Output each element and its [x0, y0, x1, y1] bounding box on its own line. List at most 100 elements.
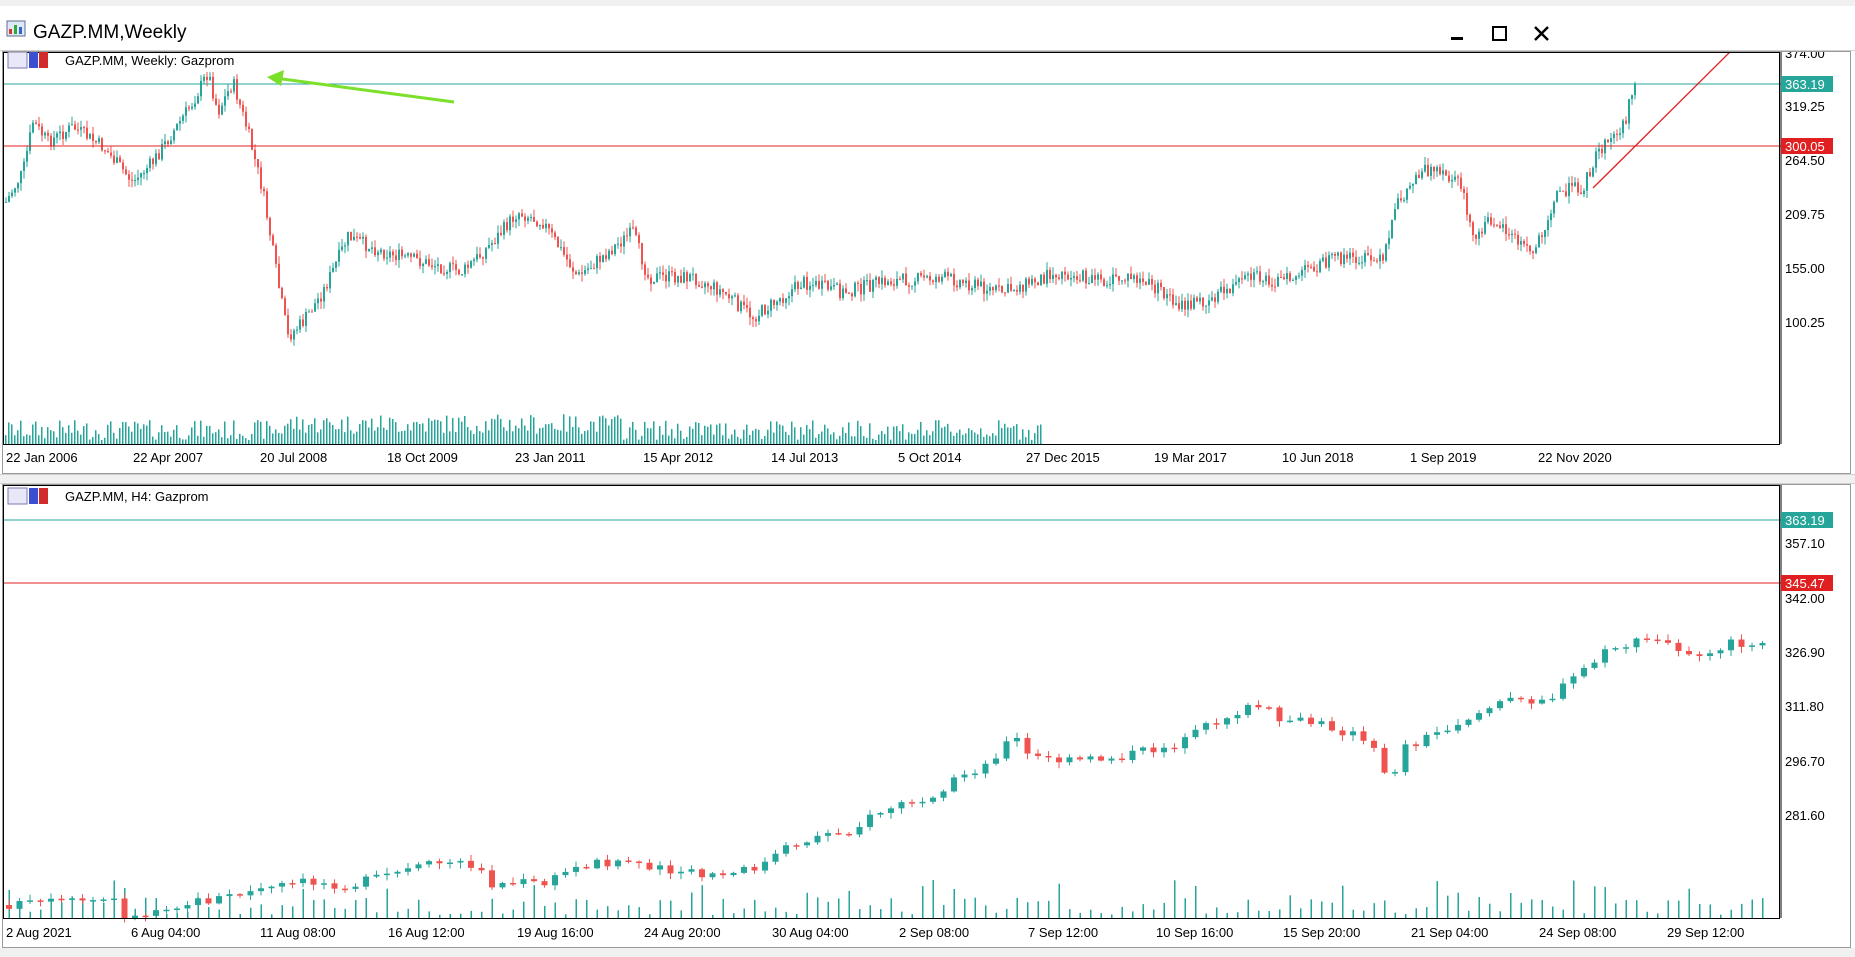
h4-candle-body [1497, 701, 1503, 709]
weekly-volume-bar [518, 428, 520, 444]
weekly-trend-line[interactable] [1592, 52, 1736, 189]
weekly-candle-body [1532, 251, 1534, 254]
h4-volume-bar [1300, 908, 1302, 918]
window-titlebar[interactable]: GAZP.MM,Weekly [0, 6, 1855, 51]
bottom-strip [0, 948, 1855, 957]
h4-volume-bar [859, 908, 861, 918]
h4-candle-body [783, 845, 789, 854]
weekly-volume-bar [665, 420, 667, 444]
h4-candle-body [1129, 750, 1136, 761]
h4-volume-bar [922, 886, 924, 918]
weekly-candle-body [1085, 270, 1087, 284]
weekly-volume-bar [146, 425, 148, 444]
h4-candle-body [1108, 758, 1115, 761]
weekly-volume-bar [68, 425, 70, 444]
weekly-candle-body [758, 315, 760, 322]
h4-volume-bar [1216, 907, 1218, 918]
weekly-candle-body [1211, 297, 1213, 301]
h4-candle-body [1581, 667, 1587, 677]
close-button[interactable] [1518, 14, 1566, 54]
weekly-candle-body [242, 104, 244, 112]
weekly-candle-body [1166, 294, 1168, 299]
weekly-candle-body [1577, 182, 1579, 193]
weekly-volume-bar [668, 435, 670, 444]
h4-candle-body [1308, 717, 1314, 725]
weekly-candle-body [1253, 272, 1255, 280]
weekly-candle-body [1403, 199, 1405, 201]
weekly-candle-body [743, 301, 745, 306]
h4-candle-body [720, 873, 726, 876]
weekly-candle-body [407, 253, 409, 256]
h4-candle-body [1444, 730, 1451, 733]
weekly-candle-body [275, 245, 277, 264]
weekly-candle-body [1262, 281, 1264, 283]
weekly-volume-bar [914, 433, 916, 444]
minimize-button[interactable] [1434, 14, 1482, 54]
weekly-candle-body [158, 153, 160, 160]
h4-volume-bar [932, 879, 934, 918]
h4-candle-body [1203, 723, 1209, 730]
weekly-volume-bar [746, 424, 748, 444]
weekly-chart-pane[interactable]: GAZP.MM, Weekly: Gazprom 374.00 319.25 2… [2, 51, 1851, 474]
weekly-volume-bar [770, 421, 772, 444]
h4-candle-body [751, 866, 758, 871]
weekly-candle-body [44, 132, 46, 136]
weekly-candle-body [230, 91, 232, 93]
weekly-candle-body [1304, 265, 1306, 270]
h4-volume-bar [1688, 888, 1690, 918]
pane-separator[interactable] [0, 474, 1855, 484]
weekly-candle-body [1181, 300, 1183, 310]
weekly-candle-body [74, 124, 76, 130]
weekly-volume-bar [719, 423, 721, 444]
weekly-candle-body [575, 271, 577, 275]
h4-time-label: 10 Sep 16:00 [1156, 925, 1233, 940]
weekly-volume-bar [506, 430, 508, 444]
weekly-candle-body [569, 259, 571, 268]
weekly-candle-body [638, 234, 640, 244]
weekly-candle-body [263, 188, 265, 192]
h4-candle-body [1003, 741, 1010, 759]
weekly-candle-body [1469, 214, 1471, 223]
weekly-volume-bar [392, 418, 394, 444]
h4-candle-body [541, 881, 548, 886]
h4-volume-bar [1174, 880, 1176, 918]
h4-volume-bar [491, 898, 493, 918]
weekly-volume-bar [548, 424, 550, 444]
weekly-candle-body [113, 155, 115, 163]
weekly-volume-bar [1013, 426, 1015, 444]
h4-level-price: 345.47 [1785, 576, 1825, 591]
weekly-volume-bar [176, 425, 178, 444]
weekly-candle-body [110, 152, 112, 156]
h4-candle-body [1759, 642, 1766, 646]
weekly-volume-bar [83, 426, 85, 444]
weekly-volume-bar [89, 439, 91, 444]
h4-candle-body [1056, 757, 1062, 763]
h4-candle-body [90, 900, 96, 902]
green-arrow-annotation[interactable] [267, 70, 455, 104]
weekly-volume-bar [257, 420, 259, 444]
weekly-candle-body [254, 149, 256, 160]
weekly-candle-body [698, 284, 700, 287]
weekly-price-axis: 374.00 319.25 264.50 209.75 155.00 100.2… [1780, 52, 1833, 444]
weekly-candle-body [1043, 274, 1045, 284]
h4-candle-body [1528, 699, 1535, 704]
weekly-candle-body [329, 271, 331, 289]
h4-volume-bar [838, 898, 840, 918]
weekly-candle-body [524, 216, 526, 221]
h4-candle-body [16, 900, 23, 909]
h4-volume-bar [1457, 892, 1459, 918]
weekly-volume-bar [314, 418, 316, 444]
weekly-volume-bar [473, 433, 475, 444]
weekly-candle-body [1487, 217, 1489, 223]
h4-chart-pane[interactable]: GAZP.MM, H4: Gazprom 357.10 342.00 326.9… [2, 484, 1851, 948]
weekly-candle-body [983, 281, 985, 294]
maximize-button[interactable] [1476, 14, 1524, 54]
weekly-volume-bar [227, 438, 229, 444]
weekly-candle-body [8, 195, 10, 202]
weekly-volume-bar [1001, 427, 1003, 444]
weekly-time-label: 22 Nov 2020 [1538, 450, 1612, 465]
weekly-volume-bar [572, 427, 574, 444]
weekly-candle-body [452, 263, 454, 265]
weekly-candle-body [1373, 260, 1375, 262]
weekly-candle-body [1058, 277, 1060, 279]
